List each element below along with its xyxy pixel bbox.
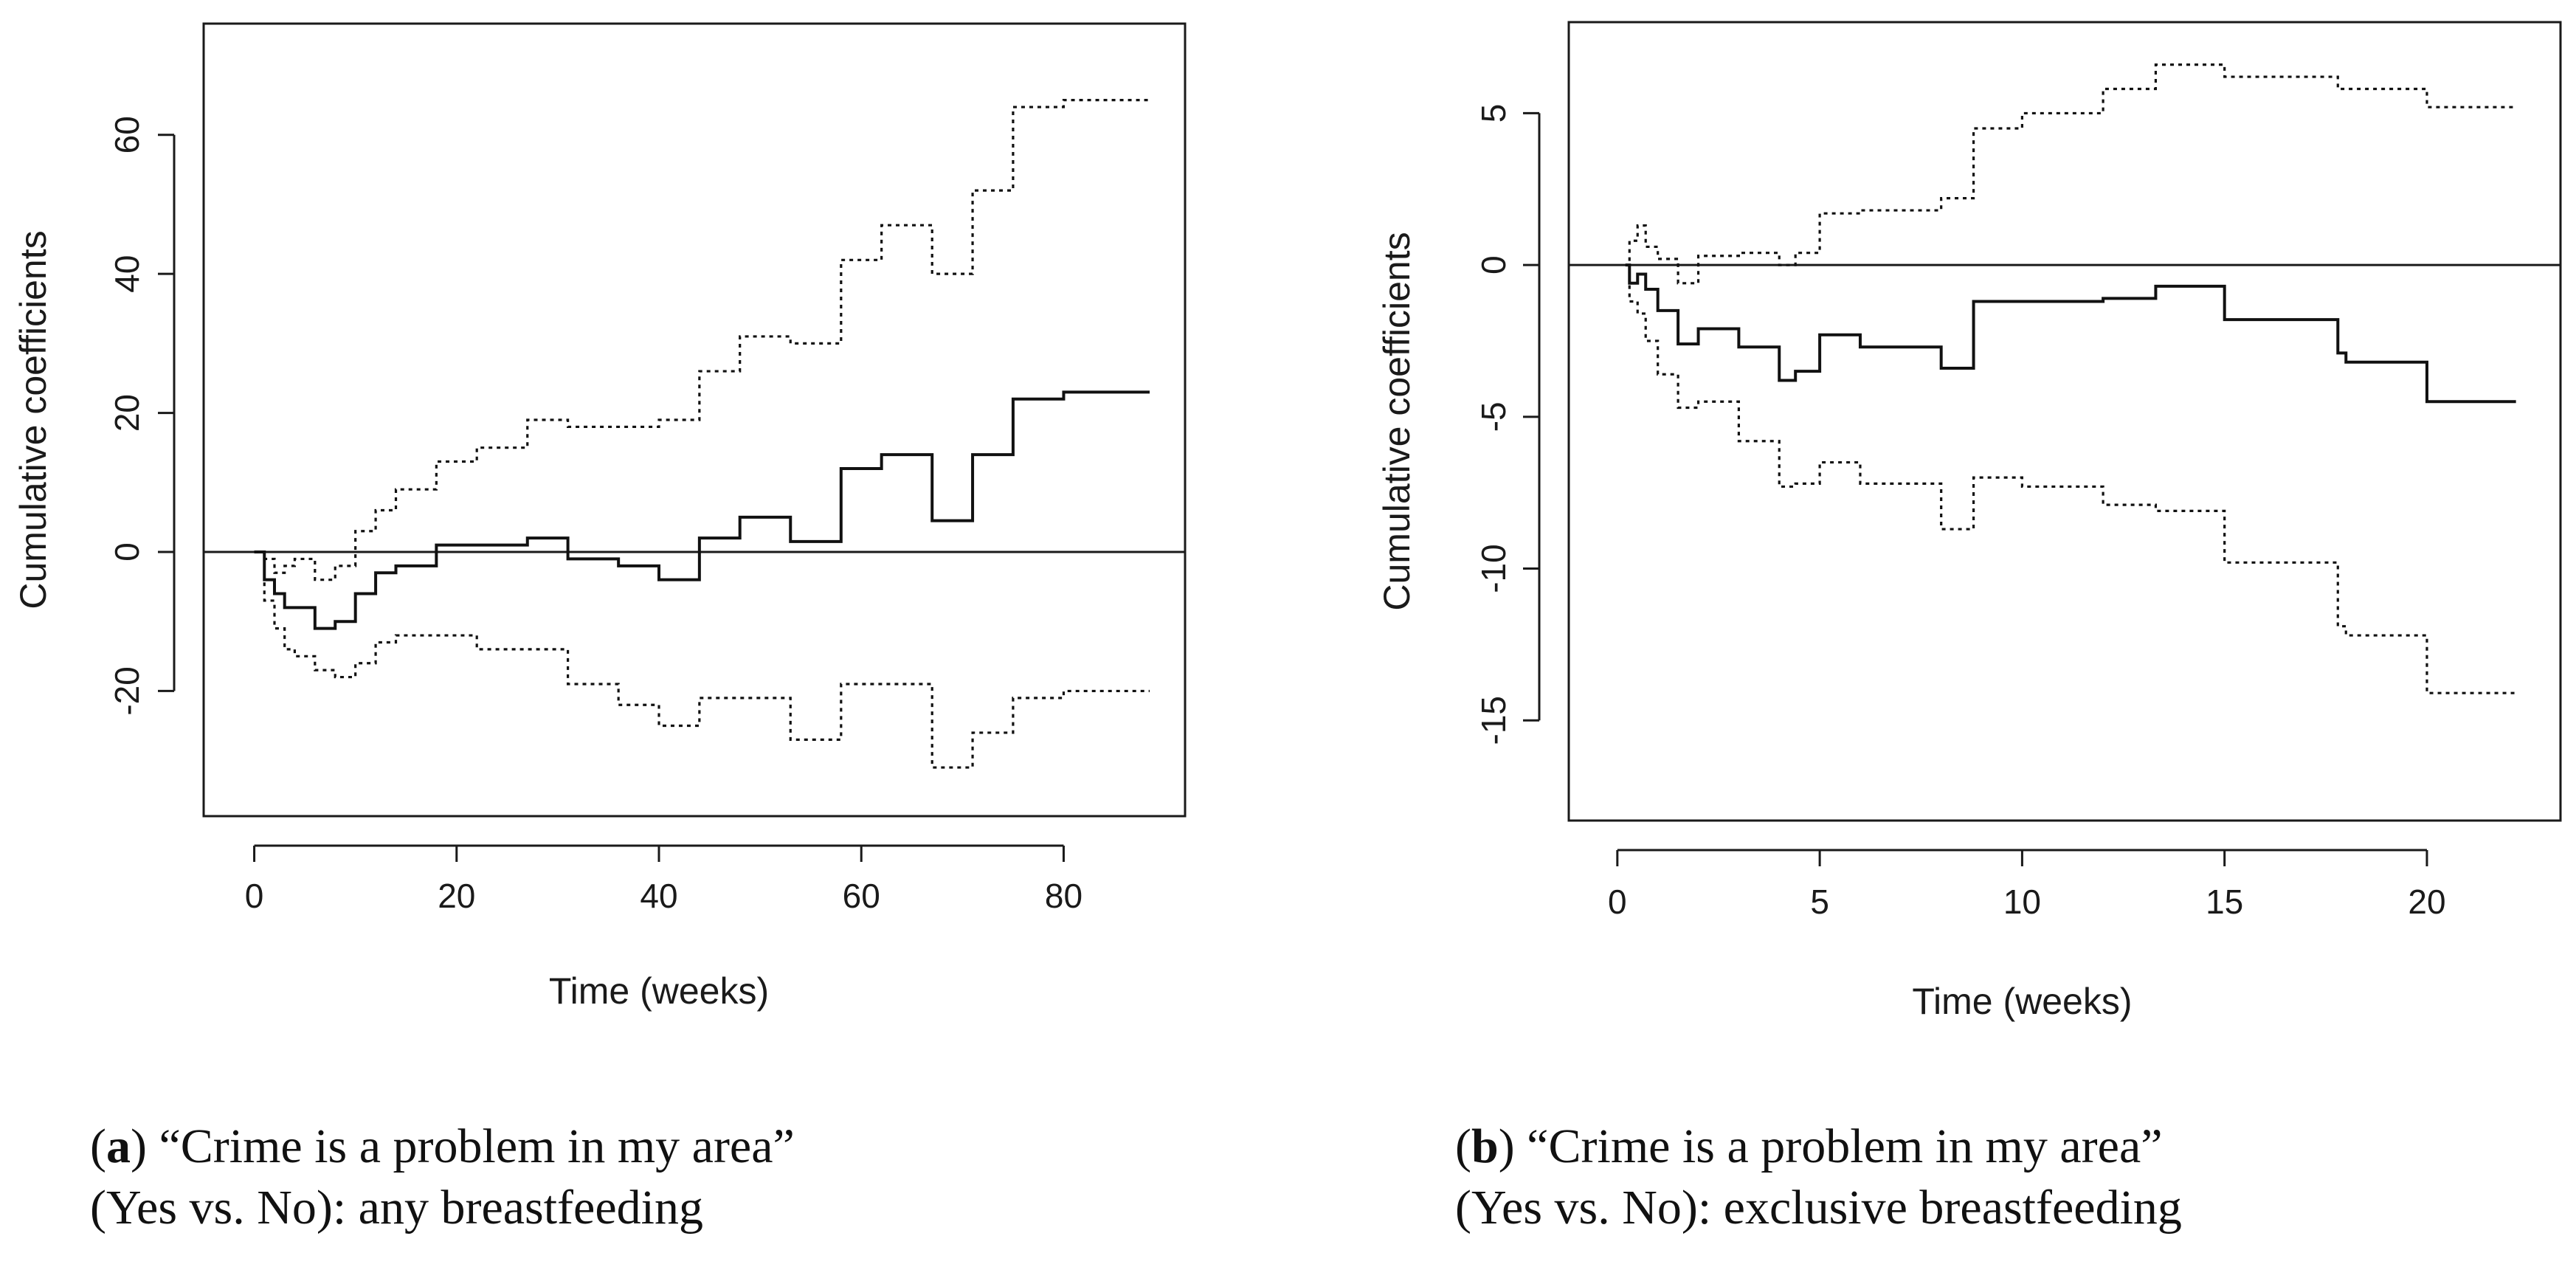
caption-b-line2: (Yes vs. No): exclusive breastfeeding [1455, 1181, 2182, 1235]
confidence-band-line-a-1 [254, 99, 1150, 581]
caption-b-letter: b [1471, 1119, 1499, 1173]
plot-frame-a [202, 22, 1187, 818]
y-tick-label-b: -5 [1474, 401, 1513, 432]
y-tick-label-a: 40 [108, 255, 146, 293]
x-tick-label-a: 60 [843, 877, 880, 915]
x-tick-label-a: 20 [438, 877, 475, 915]
caption-a-line1: ) “Crime is a problem in my area” [130, 1119, 795, 1173]
caption-a: (a) “Crime is a problem in my area” (Yes… [90, 1119, 795, 1235]
y-tick-label-b: 0 [1474, 255, 1513, 275]
y-axis-label-a: Cumulative coefficients [13, 230, 54, 609]
estimate-line-b-0 [1625, 263, 2516, 404]
y-tick-label-a: 20 [108, 394, 146, 432]
caption-a-letter: a [106, 1119, 131, 1173]
y-tick-label-a: 60 [108, 116, 146, 153]
x-tick-label-b: 5 [1810, 883, 1829, 921]
x-tick-label-b: 20 [2408, 883, 2445, 921]
confidence-band-line-a-2 [254, 550, 1150, 769]
plot-frame-b [1567, 21, 2562, 822]
x-tick-label-b: 10 [2003, 883, 2041, 921]
x-axis-label-b: Time (weeks) [1912, 981, 2132, 1022]
confidence-band-line-b-2 [1625, 263, 2516, 694]
x-axis-label-a: Time (weeks) [549, 970, 769, 1012]
caption-b-line1: ) “Crime is a problem in my area” [1498, 1119, 2163, 1173]
x-tick-label-b: 15 [2206, 883, 2243, 921]
y-tick-label-b: -10 [1474, 544, 1513, 593]
estimate-line-a-0 [254, 390, 1150, 630]
y-axis-label-b: Cumulative coefficients [1376, 232, 1418, 610]
caption-b: (b) “Crime is a problem in my area” (Yes… [1455, 1119, 2182, 1235]
x-tick-label-a: 40 [640, 877, 677, 915]
confidence-band-line-b-1 [1625, 63, 2516, 285]
chart-panel-a: 0 20 40 60 80 -20 0 20 40 60 Time (weeks) Cumulativ… [13, 22, 1187, 1012]
y-tick-label-b: 5 [1474, 104, 1513, 123]
chart-panel-b: 0 5 10 15 20 -15 -10 -5 0 5 Time (weeks) Cumulative… [1376, 21, 2562, 1022]
x-tick-label-b: 0 [1608, 883, 1627, 921]
y-tick-label-b: -15 [1474, 696, 1513, 745]
y-tick-label-a: -20 [108, 666, 146, 715]
caption-a-line2: (Yes vs. No): any breastfeeding [90, 1181, 703, 1235]
x-tick-label-a: 80 [1045, 877, 1082, 915]
x-tick-label-a: 0 [245, 877, 264, 915]
y-tick-label-a: 0 [108, 542, 146, 562]
